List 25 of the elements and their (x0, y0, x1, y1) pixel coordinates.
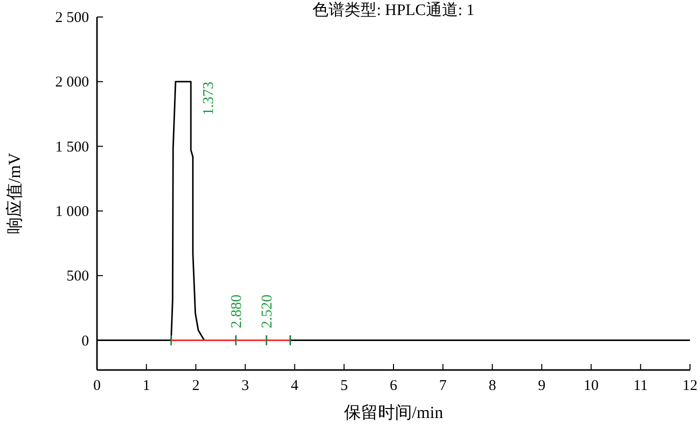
y-tick-label: 0 (82, 333, 89, 350)
x-tick-label: 10 (584, 378, 599, 394)
y-tick-label: 2 500 (55, 10, 89, 26)
y-tick-label: 1 500 (55, 139, 89, 156)
chart-title: 色谱类型: HPLC通道: 1 (312, 1, 474, 19)
x-axis-title: 保留时间/min (344, 403, 444, 422)
x-tick-label: 12 (682, 378, 698, 394)
y-axis-title: 响应值/mV (5, 152, 24, 234)
x-tick-label: 6 (390, 378, 398, 394)
y-tick-label: 500 (66, 268, 89, 285)
y-tick-label: 1 000 (55, 204, 89, 220)
x-tick-label: 4 (290, 378, 299, 394)
x-tick-label: 2 (192, 378, 200, 394)
x-tick-label: 7 (439, 378, 448, 394)
x-tick-label: 0 (93, 378, 101, 394)
annotation: 2.520 (260, 294, 276, 328)
x-tick-label: 1 (142, 378, 150, 394)
x-tick-label: 8 (488, 378, 496, 394)
annotation: 2.880 (228, 294, 245, 328)
y-tick-label: 2 000 (55, 74, 89, 91)
x-tick-label: 9 (538, 378, 546, 394)
annotation: 1.373 (200, 82, 217, 116)
x-tick-label: 5 (340, 378, 348, 394)
x-tick-label: 11 (633, 378, 648, 394)
x-tick-label: 3 (242, 378, 249, 394)
